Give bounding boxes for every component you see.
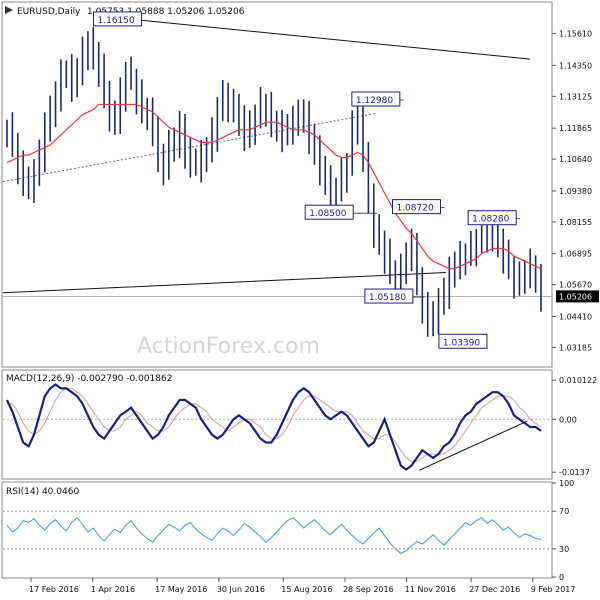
chart-header: EURUSD,Daily 1.05753 1.05888 1.05206 1.0… <box>5 6 245 17</box>
price-tick-label: 1.04410 <box>559 312 592 321</box>
price-tick-label: 1.13125 <box>559 92 592 101</box>
x-axis: 17 Feb 2016 1 Apr 2016 17 May 2016 30 Jun 2… <box>29 578 575 594</box>
annotation-label: 1.16150 <box>98 16 135 26</box>
price-panel <box>1 1 553 368</box>
x-tick-label: 9 Feb 2017 <box>531 585 576 594</box>
chart-title: EURUSD,Daily <box>17 7 81 17</box>
macd-axis: 0.010122 0.00 -0.0137 <box>3 376 597 477</box>
rsi-axis: 100 70 30 0 <box>3 479 574 582</box>
price-tick-label: 1.14350 <box>559 61 592 70</box>
price-tick-label: 1.15610 <box>559 30 592 39</box>
x-tick-label: 17 May 2016 <box>155 585 207 594</box>
rsi-title: RSI(14) 40.0460 <box>6 487 79 497</box>
annotation-label: 1.03390 <box>443 338 480 348</box>
price-tick-label: 1.10640 <box>559 155 592 164</box>
price-tick-label: 1.08155 <box>559 218 592 227</box>
ohlc-values: 1.05753 1.05888 1.05206 1.05206 <box>87 7 245 17</box>
price-annotations: 1.16150 1.12980 1.08500 1.08720 1.08280 1.051… <box>93 11 521 349</box>
ma-line <box>6 103 542 270</box>
macd-trend-line <box>419 420 528 471</box>
rsi-tick-label: 0 <box>559 573 564 582</box>
dotted-trend-line <box>2 112 376 183</box>
price-tick-label: 1.06895 <box>559 250 592 259</box>
macd-line <box>6 383 542 471</box>
x-tick-label: 27 Dec 2016 <box>469 585 520 594</box>
x-tick-label: 1 Apr 2016 <box>91 585 135 594</box>
annotation-box <box>391 199 441 215</box>
annotation-label: 1.12980 <box>356 96 393 106</box>
annotation-box <box>438 333 488 349</box>
annotation-label: 1.08720 <box>396 204 433 214</box>
lower-trend-line <box>2 272 446 294</box>
rsi-line <box>6 517 542 555</box>
watermark: ActionForex.com <box>137 334 320 359</box>
price-axis: 1.15610 1.14350 1.13125 1.11865 1.10640 1.093… <box>552 30 592 352</box>
price-tick-label: 1.09380 <box>559 187 592 196</box>
rsi-tick-label: 70 <box>559 507 569 516</box>
current-price-label: 1.05206 <box>559 292 592 301</box>
macd-tick-label: 0.00 <box>559 415 577 424</box>
price-tick-label: 1.03185 <box>559 343 592 352</box>
x-tick-label: 11 Nov 2016 <box>405 585 456 594</box>
annotation-box <box>304 204 354 220</box>
annotation-label: 1.08280 <box>472 215 509 225</box>
rsi-panel <box>1 481 553 579</box>
x-tick-label: 15 Aug 2016 <box>281 585 332 594</box>
annotation-label: 1.08500 <box>309 209 346 219</box>
annotation-box <box>351 91 401 107</box>
moving-average <box>6 103 542 270</box>
price-bars <box>6 27 542 337</box>
rsi-tick-label: 100 <box>559 479 574 488</box>
price-tick-label: 1.11865 <box>559 124 592 133</box>
macd-lines <box>6 383 542 471</box>
price-tick-label: 1.05670 <box>559 281 592 290</box>
upper-trend-line <box>137 19 531 60</box>
x-tick-label: 28 Sep 2016 <box>343 585 394 594</box>
current-price-tag <box>556 290 599 303</box>
macd-tick-label: -0.0137 <box>559 468 590 477</box>
annotation-label: 1.05180 <box>369 293 406 303</box>
x-tick-label: 30 Jun 2016 <box>217 585 265 594</box>
header-marker-icon <box>5 6 13 14</box>
macd-title: MACD(12,26,9) -0.002790 -0.001862 <box>6 374 172 384</box>
x-tick-label: 17 Feb 2016 <box>29 585 79 594</box>
rsi-tick-label: 30 <box>559 545 569 554</box>
macd-tick-label: 0.010122 <box>559 376 597 385</box>
annotation-box <box>364 288 414 304</box>
annotation-box <box>93 11 143 27</box>
trend-lines <box>2 19 551 297</box>
annotation-box <box>467 210 517 226</box>
rsi-line <box>6 517 542 555</box>
current-price-marker: 1.05206 <box>556 290 599 303</box>
